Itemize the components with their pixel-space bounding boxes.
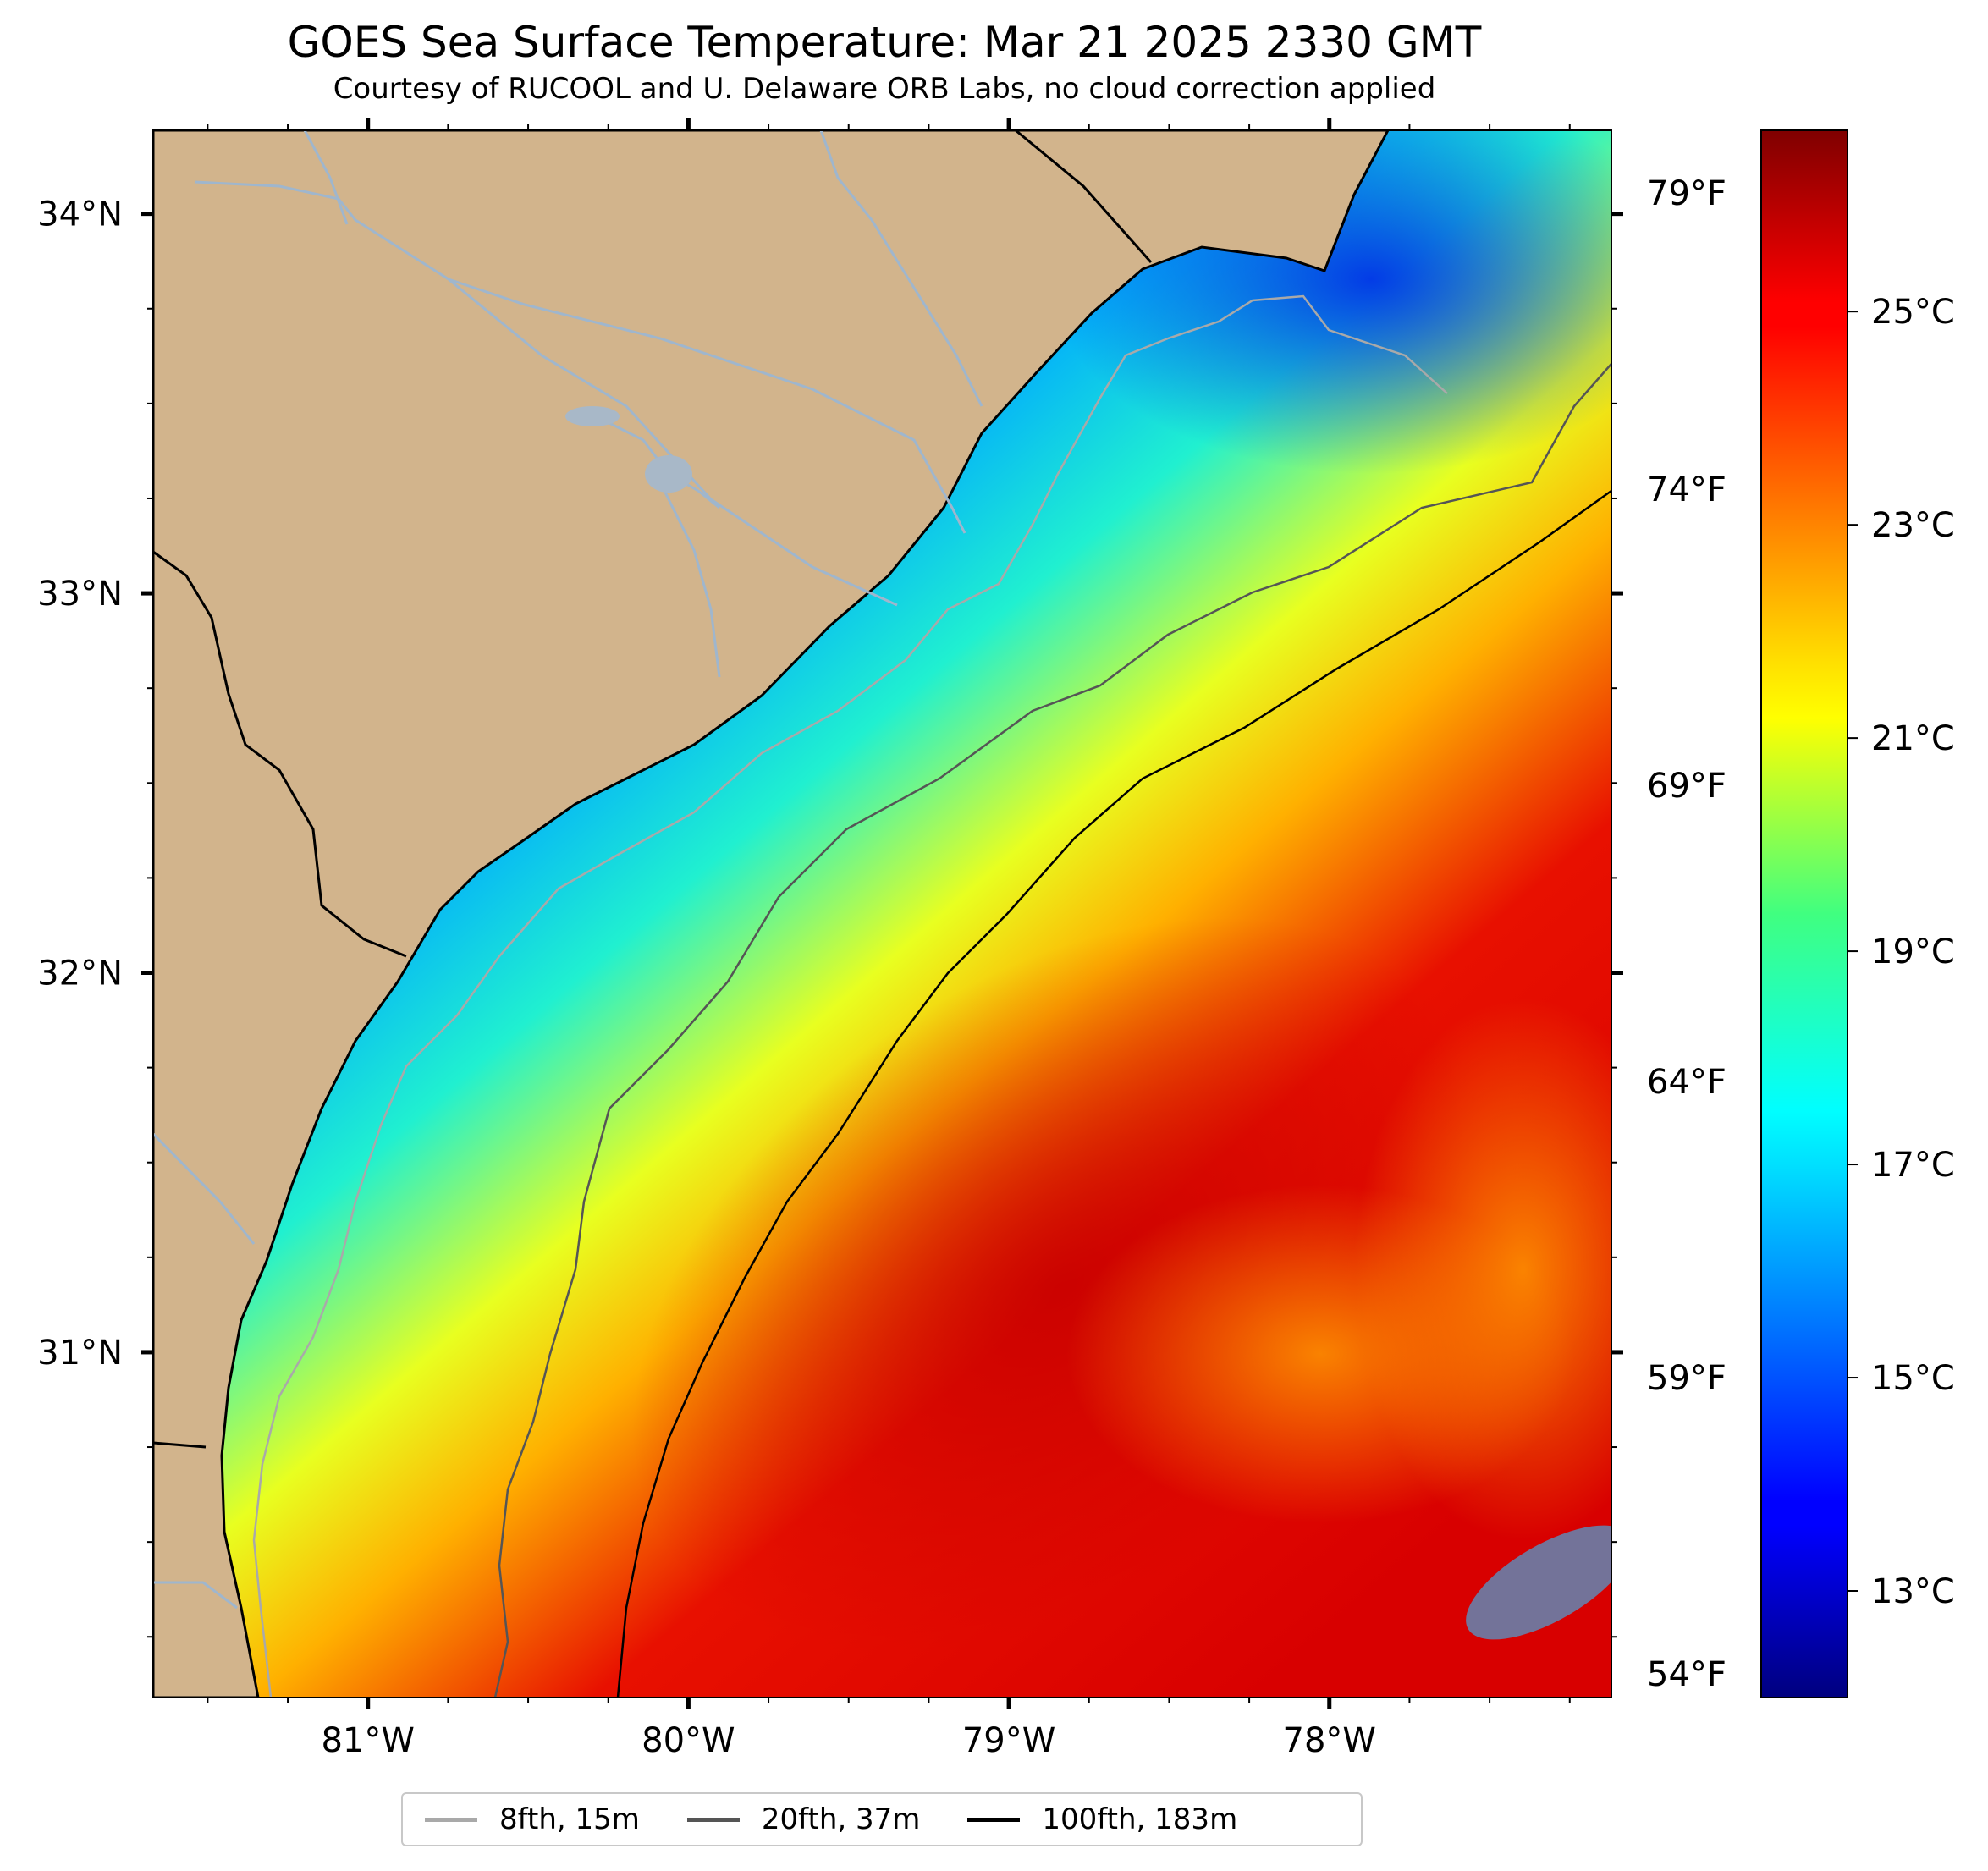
- lon-tick-label: 81°W: [321, 1721, 414, 1760]
- celsius-axis: 13°C 15°C 17°C 19°C 21°C 23°C 25°C: [1848, 293, 1955, 1611]
- fahrenheit-tick-label: 79°F: [1647, 174, 1726, 213]
- cool-streaks-southeast: [1466, 1525, 1611, 1640]
- lake-moultrie: [565, 406, 620, 426]
- celsius-tick-label: 19°C: [1871, 933, 1955, 971]
- orange-offshore: [1354, 999, 1611, 1540]
- latitude-axis: 34°N 33°N 32°N 31°N: [37, 195, 1623, 1638]
- legend-item-20fth: 20fth, 37m: [686, 1802, 921, 1836]
- lake-marion: [645, 455, 692, 493]
- colorbar: [1760, 129, 1848, 1698]
- lon-tick-label: 79°W: [962, 1721, 1055, 1760]
- map-title: GOES Sea Surface Temperature: Mar 21 202…: [287, 18, 1482, 67]
- legend-label-8fth: 8fth, 15m: [499, 1802, 640, 1836]
- celsius-tick-label: 13°C: [1871, 1572, 1955, 1611]
- celsius-tick-label: 15°C: [1871, 1359, 1955, 1398]
- lon-tick-label: 80°W: [642, 1721, 735, 1760]
- celsius-tick-label: 17°C: [1871, 1146, 1955, 1185]
- lon-tick-label: 78°W: [1283, 1721, 1376, 1760]
- legend-label-20fth: 20fth, 37m: [761, 1802, 921, 1836]
- fahrenheit-tick-label: 64°F: [1647, 1063, 1726, 1102]
- legend-label-100fth: 100fth, 183m: [1042, 1802, 1238, 1836]
- isobath-100fth: [616, 489, 1611, 1698]
- fahrenheit-tick-label: 74°F: [1647, 471, 1726, 509]
- isobath-8fth: [252, 294, 1448, 1698]
- isobath-legend: 8fth, 15m 20fth, 37m 100fth, 183m: [401, 1792, 1363, 1846]
- map-frame: [152, 129, 1612, 1698]
- longitude-axis: 81°W 80°W 79°W 78°W: [207, 118, 1571, 1760]
- celsius-tick-label: 25°C: [1871, 293, 1955, 332]
- lat-tick-label: 33°N: [37, 575, 123, 614]
- state-borders: [153, 130, 1153, 1449]
- celsius-tick-label: 21°C: [1871, 719, 1955, 758]
- fahrenheit-tick-label: 54°F: [1647, 1655, 1726, 1694]
- legend-item-8fth: 8fth, 15m: [425, 1802, 640, 1836]
- lat-tick-label: 32°N: [37, 955, 123, 993]
- celsius-tick-label: 23°C: [1871, 506, 1955, 545]
- legend-swatch-20fth: [686, 1817, 740, 1822]
- rivers: [153, 130, 983, 1610]
- isobath-20fth: [493, 363, 1611, 1698]
- lat-tick-label: 31°N: [37, 1334, 123, 1373]
- lat-tick-label: 34°N: [37, 195, 123, 234]
- fahrenheit-tick-label: 59°F: [1647, 1359, 1726, 1398]
- fahrenheit-axis: 54°F 59°F 64°F 69°F 74°F 79°F: [1647, 174, 1726, 1694]
- legend-swatch-100fth: [967, 1817, 1021, 1822]
- legend-swatch-8fth: [425, 1817, 477, 1822]
- legend-item-100fth: 100fth, 183m: [967, 1802, 1237, 1836]
- land-mass: [153, 130, 1390, 1698]
- fahrenheit-tick-label: 69°F: [1647, 767, 1726, 806]
- map-subtitle: Courtesy of RUCOOL and U. Delaware ORB L…: [333, 72, 1436, 106]
